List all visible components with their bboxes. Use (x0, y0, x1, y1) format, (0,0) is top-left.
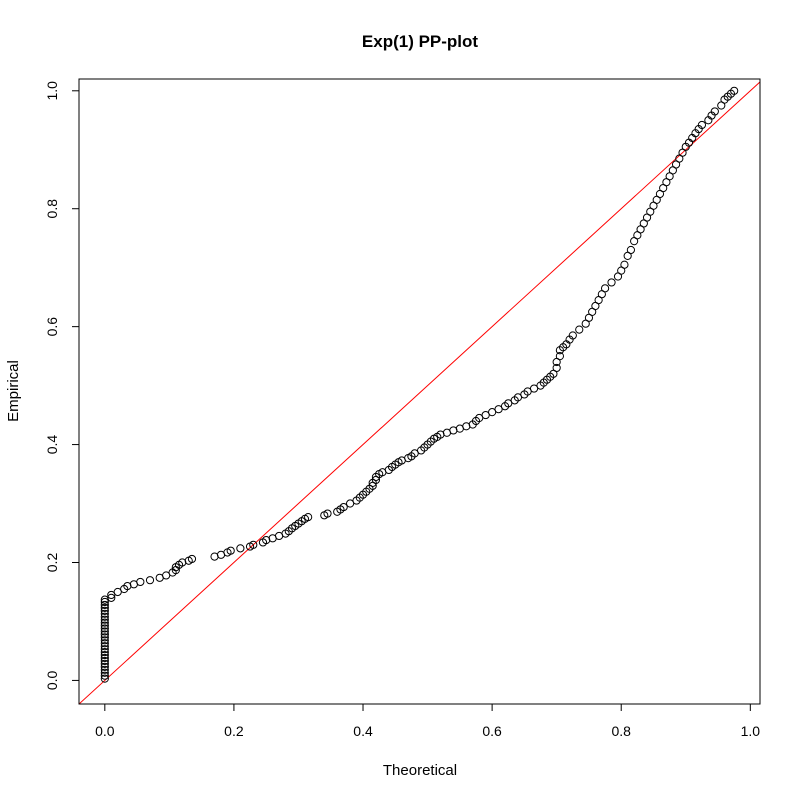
data-point (249, 540, 258, 549)
y-tick-label: 0.2 (44, 553, 60, 573)
x-tick-label: 0.6 (482, 723, 502, 739)
data-point (100, 656, 109, 666)
data-point (100, 645, 109, 654)
data-point (100, 662, 109, 671)
data-point (136, 577, 145, 587)
data-point (626, 245, 636, 255)
data-point (575, 325, 584, 334)
data-point (100, 624, 109, 633)
data-point (697, 120, 707, 130)
y-axis: 0.0 0.2 0.4 0.6 0.8 1.0 (44, 81, 80, 690)
data-point (339, 502, 348, 512)
data-point (730, 86, 739, 95)
data-point (304, 512, 313, 522)
data-point (100, 609, 109, 618)
x-tick-label: 0.4 (353, 723, 373, 739)
data-point (494, 405, 503, 414)
y-tick-label: 0.4 (44, 435, 60, 455)
data-point (100, 606, 109, 615)
data-point (100, 639, 109, 648)
data-point (568, 331, 577, 340)
data-point (100, 648, 109, 657)
data-point (100, 650, 109, 660)
chart-title: Exp(1) PP-plot (362, 32, 479, 51)
y-tick-label: 0.0 (44, 670, 60, 690)
data-point (162, 571, 171, 580)
x-tick-label: 1.0 (741, 723, 761, 739)
data-point (529, 384, 539, 393)
data-point (100, 615, 109, 624)
data-point (100, 603, 109, 612)
data-point (145, 576, 155, 585)
data-point (100, 668, 109, 677)
x-tick-label: 0.0 (95, 723, 115, 739)
data-point (100, 618, 109, 627)
data-point (100, 653, 109, 663)
y-tick-label: 0.6 (44, 317, 60, 337)
data-point (100, 612, 109, 621)
data-point (107, 593, 116, 602)
data-point (100, 627, 109, 636)
reference-line-layer (79, 81, 760, 704)
x-tick-label: 0.2 (224, 723, 244, 739)
data-point (410, 449, 419, 458)
data-point (100, 671, 109, 680)
data-point (600, 284, 610, 293)
data-point (113, 587, 122, 597)
data-point (100, 621, 109, 630)
data-point (504, 399, 513, 408)
x-axis-label: Theoretical (383, 762, 457, 779)
data-point (475, 413, 484, 423)
data-point (100, 665, 109, 674)
x-tick-label: 0.8 (611, 723, 631, 739)
data-point (107, 590, 116, 600)
data-point (323, 509, 332, 518)
data-point (100, 633, 109, 642)
data-point (100, 600, 109, 610)
data-point (100, 636, 109, 645)
data-point (513, 393, 523, 402)
data-point (100, 642, 109, 651)
reference-line (79, 81, 760, 704)
y-tick-label: 1.0 (44, 81, 60, 101)
data-point (236, 544, 245, 553)
data-point (100, 659, 109, 669)
data-point (555, 352, 564, 361)
data-point (607, 278, 616, 287)
data-point (523, 387, 532, 396)
data-point (187, 554, 197, 564)
x-axis: 0.0 0.2 0.4 0.6 0.8 1.0 (95, 703, 761, 739)
data-point (552, 363, 561, 373)
data-point (226, 546, 235, 555)
data-point (488, 408, 497, 417)
y-axis-label: Empirical (5, 360, 22, 422)
data-point (100, 597, 109, 607)
data-point (346, 499, 355, 508)
data-point (481, 410, 490, 420)
data-point (620, 260, 629, 269)
data-point (710, 107, 719, 116)
data-point (100, 674, 109, 683)
data-point (100, 630, 109, 639)
y-tick-label: 0.8 (44, 199, 60, 219)
points-layer (100, 86, 739, 683)
